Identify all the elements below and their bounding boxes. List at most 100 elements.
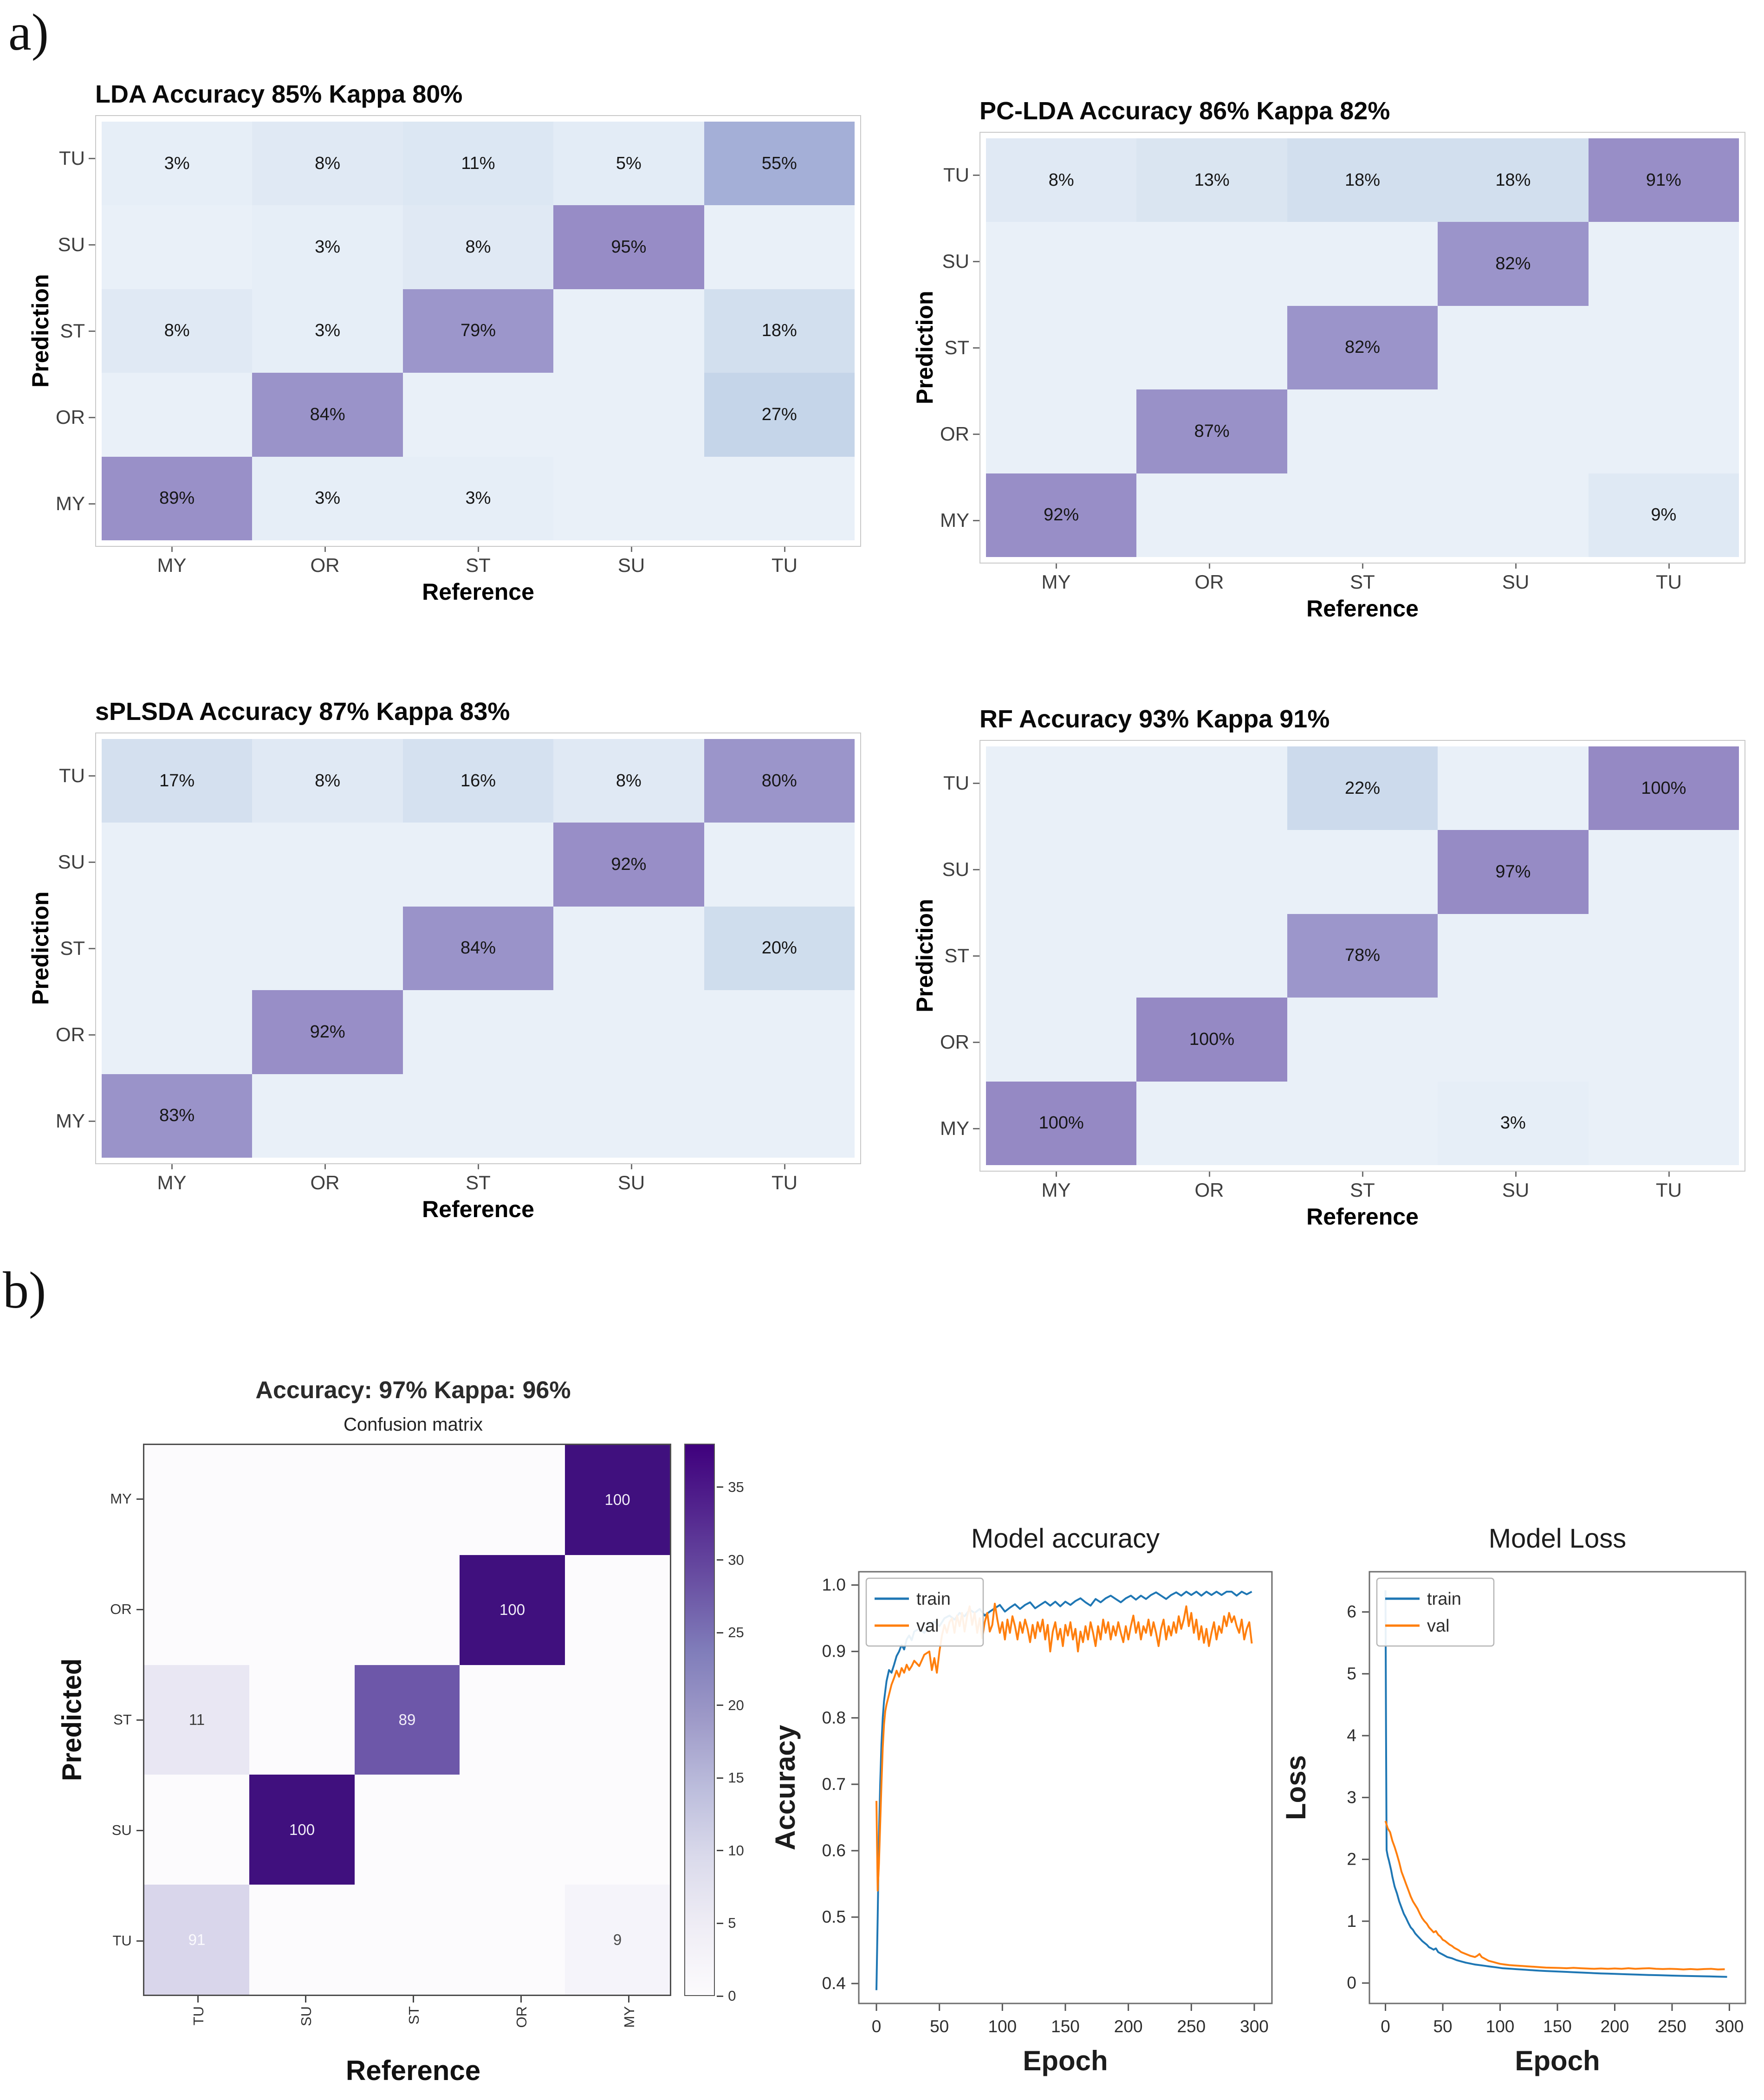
x-tick-label: OR — [1194, 1179, 1224, 1201]
y-axis-label: Prediction — [912, 291, 938, 405]
heatmap-cell — [1287, 1081, 1438, 1165]
y-tick-label: TU — [59, 147, 85, 169]
y-tick-label: 6 — [1347, 1602, 1356, 1621]
x-tick-label: 300 — [1240, 2017, 1269, 2036]
heatmap-cell — [102, 823, 253, 907]
heatmap-cell — [1438, 998, 1589, 1082]
y-tick-mark — [89, 157, 95, 159]
heatmap-cell — [249, 1885, 355, 1995]
x-tick-mark — [171, 547, 173, 552]
heatmap-cell — [986, 830, 1137, 914]
heatmap-cell: 100 — [249, 1775, 355, 1885]
y-tick-labels: TU SU ST OR MY — [55, 115, 95, 547]
y-tick-label: 0.6 — [822, 1841, 846, 1860]
y-tick-mark — [89, 330, 95, 332]
heatmap-cell: 3% — [402, 456, 554, 540]
x-tick-mark — [324, 1164, 326, 1169]
y-tick-mark — [973, 955, 979, 957]
heatmap-cell — [1438, 473, 1589, 557]
y-tick-label: MY — [56, 493, 85, 514]
y-tick-label: MY — [940, 1117, 969, 1139]
y-axis-label: Prediction — [912, 899, 938, 1013]
heatmap-cell — [1287, 998, 1438, 1082]
x-tick-label: TU — [772, 1172, 798, 1193]
y-tick-label: 2 — [1347, 1850, 1356, 1869]
heatmap-cell — [252, 1074, 403, 1158]
heatmap-cell — [564, 1665, 670, 1775]
heatmap-cell: 3% — [1438, 1081, 1589, 1165]
heatmap-cell — [249, 1445, 355, 1555]
x-tick-label: SU — [617, 1172, 645, 1193]
heatmap-cell — [564, 1775, 670, 1885]
panel-title: RF Accuracy 93% Kappa 91% — [979, 705, 1330, 733]
heatmap-cell — [402, 990, 554, 1074]
heatmap-cell: 100% — [986, 1081, 1137, 1165]
x-tick-label: SU — [1502, 1179, 1530, 1201]
heatmap-cell: 16% — [402, 739, 554, 823]
heatmap-cell: 91% — [1588, 138, 1739, 222]
x-tick-label: MY — [157, 554, 187, 576]
y-tick-labels: TU SU ST OR MY — [940, 132, 979, 564]
x-tick-mark — [1668, 1172, 1670, 1177]
heatmap-cell: 95% — [553, 205, 704, 289]
y-tick-label: MY — [56, 1110, 85, 1132]
heatmap-cell — [354, 1555, 460, 1665]
x-tick-label: 150 — [1051, 2017, 1080, 2036]
chart-title: Model accuracy — [971, 1523, 1160, 1554]
x-tick-mark — [1362, 564, 1363, 569]
y-tick-label: SU — [58, 233, 85, 255]
heatmap-cell — [144, 1775, 250, 1885]
heatmap-cell: 18% — [704, 289, 855, 373]
colorbar-tick-label: 25 — [728, 1624, 744, 1641]
y-tick-mark — [136, 1940, 143, 1942]
y-tick-mark — [973, 1041, 979, 1043]
series-line-train — [1384, 1590, 1727, 1978]
x-tick-label: 0 — [1381, 2017, 1390, 2036]
heatmap-cell — [704, 1074, 855, 1158]
heatmap-cell: 55% — [704, 122, 855, 206]
y-tick-mark — [89, 503, 95, 505]
heatmap-cell: 11 — [144, 1665, 250, 1775]
heatmap-cell — [402, 823, 554, 907]
heatmap-cell — [1588, 222, 1739, 306]
panel-cnn-confusion: Accuracy: 97% Kappa: 96% Confusion matri… — [56, 1376, 789, 2087]
y-tick-label: ST — [944, 337, 969, 358]
heatmap-cell — [553, 289, 704, 373]
heatmap-cell — [986, 914, 1137, 998]
x-tick-mark — [305, 1996, 306, 2003]
x-tick-label: ST — [1350, 571, 1375, 593]
colorbar-tick-label: 20 — [728, 1697, 744, 1713]
y-tick-label: 3 — [1347, 1788, 1356, 1807]
x-tick-mark — [477, 547, 479, 552]
x-tick-label: 200 — [1601, 2017, 1629, 2036]
y-tick-label: SU — [111, 1822, 132, 1838]
chart-title: Model Loss — [1489, 1523, 1627, 1554]
x-tick-mark — [477, 1164, 479, 1169]
x-tick-label: TU — [772, 554, 798, 576]
heatmap-cell — [1136, 746, 1287, 830]
heatmap-cell: 89% — [102, 456, 253, 540]
x-tick-label: TU — [1656, 1179, 1682, 1201]
heatmap-cell — [1588, 305, 1739, 390]
y-tick-mark — [89, 775, 95, 777]
heatmap-cell — [144, 1555, 250, 1665]
legend-box — [1376, 1577, 1495, 1647]
heatmap-cell — [1588, 1081, 1739, 1165]
x-tick-labels: MY OR ST SU TU — [95, 547, 861, 577]
heatmap-plot-area: 3% 8% 11% 5% 55% 3% 8% 95% 8% 3% 79% 18% 84% 27% 89% 3%… — [95, 115, 861, 547]
heatmap-cell — [1438, 746, 1589, 830]
x-tick-mark — [630, 547, 632, 552]
heatmap-cell: 100 — [460, 1555, 565, 1665]
x-tick-mark — [1668, 564, 1670, 569]
panel-subtitle: Confusion matrix — [343, 1414, 483, 1435]
heatmap-cell: 13% — [1136, 138, 1287, 222]
y-tick-labels: TU SU ST OR MY — [55, 732, 95, 1164]
panel-title: sPLSDA Accuracy 87% Kappa 83% — [95, 698, 510, 726]
x-tick-mark — [1515, 1172, 1517, 1177]
x-tick-label: SU — [617, 554, 645, 576]
y-tick-label: 1.0 — [822, 1575, 846, 1594]
heatmap-cell: 100% — [1588, 746, 1739, 830]
heatmap-plot-area: 8% 13% 18% 18% 91% 82% 82% 87% 92% 9% — [979, 132, 1745, 564]
heatmap-cell — [1438, 914, 1589, 998]
